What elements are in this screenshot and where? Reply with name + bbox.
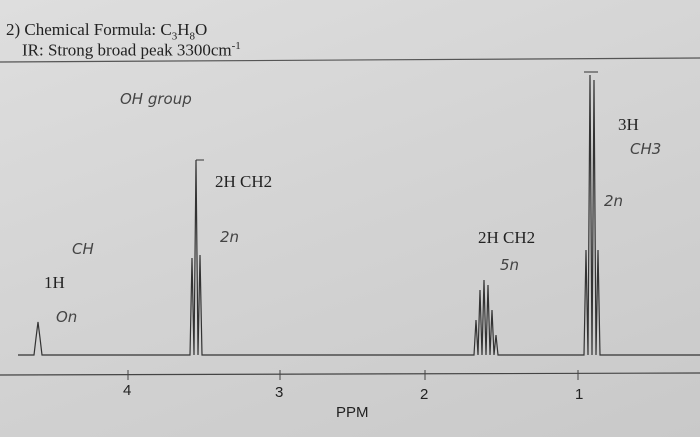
axis-tick-label: 1 bbox=[575, 386, 584, 403]
annotation: 2n bbox=[604, 192, 624, 210]
axis-tick-label: 3 bbox=[275, 384, 284, 401]
formula-text: O bbox=[195, 20, 208, 39]
formula-subscript: 8 bbox=[189, 30, 196, 43]
annotation: 2n bbox=[220, 228, 240, 246]
annotation: 3H bbox=[618, 115, 639, 134]
annotation: On bbox=[56, 308, 78, 326]
ppm-axis bbox=[0, 372, 700, 376]
annotation: 2H CH2 bbox=[215, 172, 273, 191]
ir-text: IR: Strong broad peak 3300cm bbox=[22, 40, 232, 60]
frame-top bbox=[0, 57, 700, 63]
axis-label: PPM bbox=[336, 404, 369, 421]
formula-text: 2) Chemical Formula: C bbox=[6, 20, 172, 39]
axis-tick-label: 2 bbox=[420, 386, 429, 403]
formula-text: H bbox=[177, 20, 190, 39]
formula-line: 2) Chemical Formula: C3H8O bbox=[6, 20, 207, 42]
annotation: CH bbox=[72, 240, 94, 258]
annotation: CH3 bbox=[630, 140, 662, 158]
ir-superscript: -1 bbox=[231, 40, 241, 52]
annotation: OH group bbox=[120, 90, 192, 108]
ir-line: IR: Strong broad peak 3300cm-1 bbox=[22, 40, 241, 61]
annotation: 5n bbox=[500, 256, 520, 274]
axis-tick-label: 4 bbox=[123, 382, 132, 399]
nmr-trace bbox=[18, 74, 700, 356]
annotation: 2H CH2 bbox=[478, 228, 536, 247]
formula-subscript: 3 bbox=[171, 30, 178, 43]
annotation: 1H bbox=[44, 273, 65, 292]
